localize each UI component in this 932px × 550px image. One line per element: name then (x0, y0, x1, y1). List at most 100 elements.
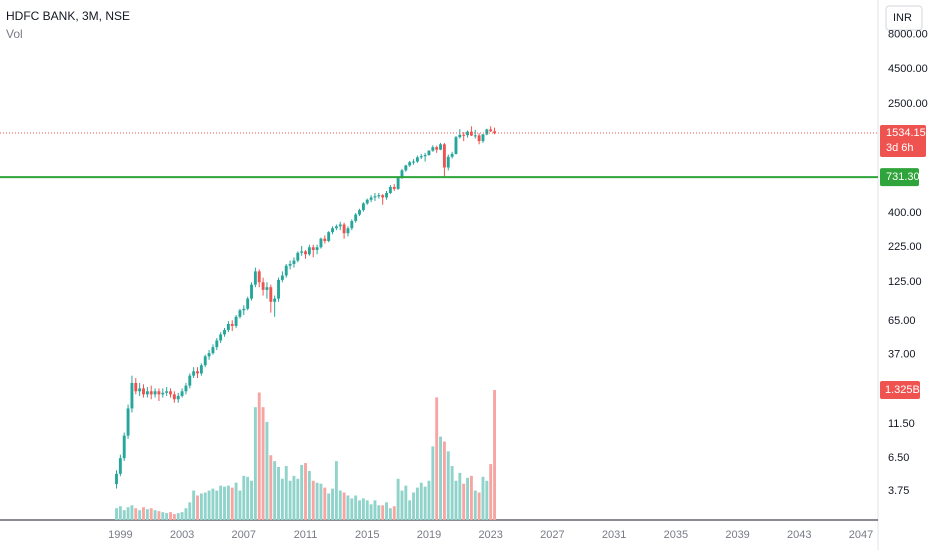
candle-body (188, 375, 192, 386)
candle-body (439, 144, 442, 150)
x-tick-label: 2047 (849, 529, 873, 541)
x-tick-label: 1999 (108, 529, 132, 541)
volume-bar (354, 495, 358, 520)
candle-body (493, 131, 496, 134)
volume-bar (234, 482, 238, 520)
candle-body (238, 310, 242, 317)
candle-body (284, 265, 288, 276)
currency-button[interactable] (885, 5, 923, 31)
candle-body (253, 271, 257, 285)
candle-body (304, 251, 307, 255)
candle-body (211, 347, 215, 354)
candle-body (138, 388, 142, 392)
candle-body (130, 382, 134, 409)
candle-body (273, 298, 277, 302)
candle-body (365, 199, 369, 204)
volume-bar (373, 500, 377, 520)
volume-bar (442, 441, 446, 520)
volume-bar (284, 466, 288, 520)
candle-body (118, 458, 122, 474)
x-tick-label: 2039 (725, 529, 749, 541)
volume-bar (126, 507, 130, 520)
candle-body (226, 323, 230, 331)
volume-bar (346, 495, 350, 520)
volume-bar (458, 472, 462, 520)
volume-bar (392, 506, 396, 520)
volume-bar (192, 490, 196, 520)
volume-bar (388, 508, 392, 520)
candle-body (142, 388, 145, 395)
candle-body (153, 391, 157, 395)
candle-body (415, 157, 419, 162)
volume-bar (304, 463, 307, 520)
candle-body (338, 224, 342, 227)
candle-body (469, 131, 473, 136)
volume-bar (138, 510, 142, 520)
x-tick-label: 2015 (355, 529, 379, 541)
x-tick-label: 2027 (540, 529, 564, 541)
y-tick-label: 6.50 (888, 452, 909, 464)
y-tick-label: 11.50 (888, 418, 915, 430)
volume-bar (331, 488, 334, 520)
volume-bar (396, 478, 400, 520)
candle-body (196, 371, 199, 374)
volume-bar (385, 502, 388, 520)
volume-bar (473, 490, 477, 520)
candle-body (446, 156, 450, 168)
candle-body (400, 170, 404, 179)
candle-body (396, 178, 400, 189)
volume-bar (273, 461, 277, 520)
candle-body (199, 365, 203, 374)
currency-label[interactable]: INR (893, 12, 912, 24)
candle-body (184, 385, 188, 392)
candle-body (489, 129, 493, 132)
candle-body (412, 161, 415, 163)
volume-bar (211, 488, 215, 520)
volume-bar (238, 490, 242, 520)
volume-bar (419, 482, 423, 520)
volume-bar (466, 477, 469, 520)
x-tick-label: 2007 (232, 529, 256, 541)
candle-body (207, 353, 211, 357)
countdown-label: 3d 6h (886, 142, 914, 154)
candle-body (408, 162, 412, 166)
candle-body (192, 371, 196, 376)
x-tick-label: 2019 (417, 529, 441, 541)
candle-body (292, 260, 296, 264)
volume-bar (369, 504, 373, 520)
volume-bar (161, 512, 165, 520)
candle-body (454, 137, 458, 154)
candle-body (269, 287, 273, 302)
y-tick-label: 3.75 (888, 485, 909, 497)
candle-body (331, 228, 334, 233)
y-tick-label: 65.00 (888, 315, 916, 327)
volume-bar (338, 490, 342, 520)
volume-bar (180, 512, 184, 520)
candle-body (145, 391, 149, 395)
volume-bar (493, 390, 496, 520)
candle-body (369, 197, 373, 200)
volume-bar (296, 478, 300, 520)
volume-bar (450, 466, 454, 520)
volume-bar (446, 451, 450, 520)
volume-bar (223, 486, 226, 520)
candle-body (219, 334, 223, 341)
candle-body (377, 195, 381, 197)
y-tick-label: 400.00 (888, 207, 922, 219)
candle-body (388, 186, 392, 194)
candle-body (115, 473, 118, 485)
volume-bar (153, 510, 157, 520)
candle-body (342, 224, 346, 234)
volume-bar (176, 513, 180, 520)
volume-bar (408, 500, 412, 520)
y-tick-label: 2500.00 (888, 98, 928, 110)
volume-bar (203, 492, 207, 520)
candle-body (203, 356, 207, 366)
candle-body (230, 323, 234, 326)
candle-body (311, 247, 315, 250)
volume-bar (334, 461, 338, 520)
volume-bar (188, 502, 192, 520)
volume-bar (439, 436, 442, 520)
